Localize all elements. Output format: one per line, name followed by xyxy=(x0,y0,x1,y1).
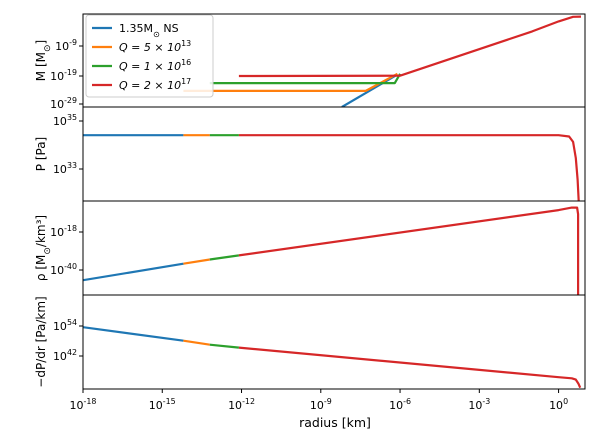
x-tick-label: 10-9 xyxy=(310,397,332,412)
panel-frame xyxy=(82,106,586,202)
series-line-4 xyxy=(238,134,580,201)
legend-label: 1.35M⊙ NS xyxy=(119,22,179,39)
y-axis-label: ρ [M⊙/km³] xyxy=(34,215,53,281)
series-line-3 xyxy=(209,343,240,349)
x-tick-label: 10-12 xyxy=(228,397,255,412)
series-line-4 xyxy=(238,15,582,78)
series-line-4 xyxy=(238,206,580,295)
x-tick-label: 10-15 xyxy=(149,397,176,412)
y-tick-label: 1054 xyxy=(53,318,77,333)
series-line-4 xyxy=(238,346,582,389)
series-line-1 xyxy=(83,262,184,282)
legend-label: Q = 1 × 1016 xyxy=(119,58,191,73)
y-tick-label: 10-29 xyxy=(50,96,77,111)
series-line-2 xyxy=(183,339,210,346)
series-line-3 xyxy=(209,73,402,85)
x-tick-label: 10-3 xyxy=(468,397,490,412)
y-tick-label: 10-9 xyxy=(55,38,77,53)
legend: 1.35M⊙ NSQ = 5 × 1013 Q = 1 × 1016 Q = 2 ×… xyxy=(85,14,214,98)
series-line-2 xyxy=(183,258,210,265)
x-axis-label: radius [km] xyxy=(299,415,371,430)
legend-label: Q = 5 × 1013 xyxy=(119,39,191,54)
panel-frame xyxy=(82,200,586,296)
series-line-1 xyxy=(83,326,184,342)
y-tick-label: 10-18 xyxy=(50,224,77,239)
x-tick-label: 100 xyxy=(549,397,568,412)
series-line-3 xyxy=(209,254,240,261)
legend-label: Q = 2 × 1017 xyxy=(119,77,191,92)
y-axis-label: −dP/dr [Pa/km] xyxy=(34,296,48,387)
y-tick-label: 1042 xyxy=(53,348,77,363)
x-tick-label: 10-18 xyxy=(70,397,97,412)
y-axis-label: P [Pa] xyxy=(34,137,48,171)
panel-4: 1054 1042 −dP/dr [Pa/km] xyxy=(34,294,586,390)
legend-box xyxy=(85,14,214,98)
y-tick-label: 10-40 xyxy=(50,262,77,277)
panel-3: 10-18 10-40ρ [M⊙/km³] xyxy=(34,200,586,296)
y-axis-label: M [M⊙] xyxy=(34,40,53,81)
x-tick-label: 10-6 xyxy=(389,397,411,412)
y-tick-label: 10-19 xyxy=(50,68,77,83)
series-line-2 xyxy=(183,72,398,93)
panel-2: 1035 1033 P [Pa] xyxy=(34,106,586,202)
x-axis: 10-18 10-15 10-12 10-9 10-6 10-3 100 xyxy=(70,389,568,412)
y-tick-label: 1035 xyxy=(53,113,77,128)
panel-frame xyxy=(82,294,586,390)
y-tick-label: 1033 xyxy=(53,161,77,176)
